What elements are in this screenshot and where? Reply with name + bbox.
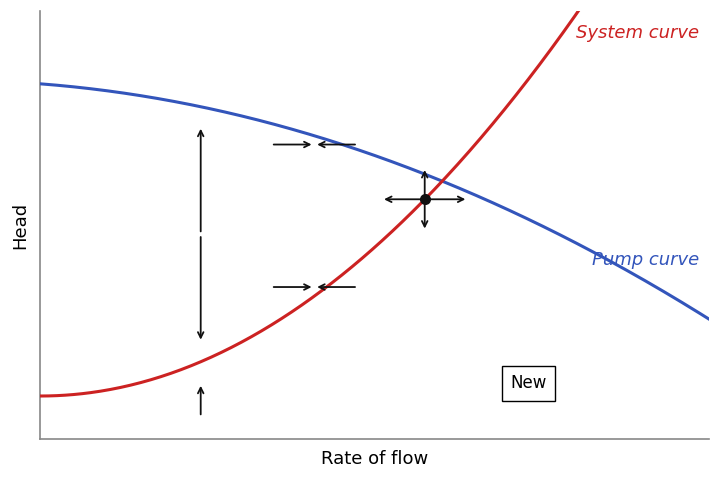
Text: System curve: System curve xyxy=(576,24,699,42)
X-axis label: Rate of flow: Rate of flow xyxy=(321,450,428,468)
Text: Pump curve: Pump curve xyxy=(592,251,699,269)
Y-axis label: Head: Head xyxy=(11,201,29,249)
Text: New: New xyxy=(510,374,546,392)
